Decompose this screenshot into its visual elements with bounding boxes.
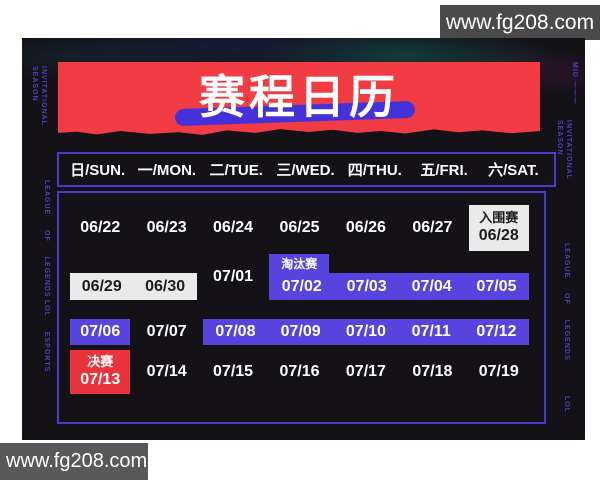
calendar-grid: 06/22 06/23 06/24 06/25 06/26 06/27 入围赛 … [57,191,546,424]
side-text-right-season: SEASON INVITATIONAL [556,120,572,180]
date-cell: 07/08 [215,323,256,340]
play-in-stage-label: 入围赛 [479,209,519,225]
watermark-bottom-left: www.fg208.com [0,443,148,480]
weekday-mon: 一/MON. [137,162,197,179]
side-text-right-lol: LOL [563,396,570,413]
finals-stage-label: 决赛 [87,353,114,369]
knockout-stage-label: 淘汰赛 [269,254,330,273]
white-highlight-bar: 06/29 06/30 [70,273,197,300]
date-cell: 07/04 [411,277,452,295]
date-cell: 07/13 [80,371,121,389]
knockout-date-cell: 07/06 [70,319,131,345]
date-cell: 06/25 [279,219,320,236]
date-cell: 07/07 [146,323,187,340]
side-text-right-mid: MID ——— [571,62,578,105]
side-text-left-lol: LOL ESPORTS [43,300,50,373]
side-text-left-season: SEASON INVITATIONAL [31,66,47,126]
title-banner: 赛程日历 [58,62,540,139]
date-cell: 07/01 [213,268,254,285]
date-cell: 07/11 [411,323,451,340]
calendar-week-4: 决赛 07/13 07/14 07/15 07/16 07/17 07/18 0… [67,350,532,394]
date-cell: 06/29 [81,277,122,295]
calendar-week-2: 06/29 06/30 07/01 淘汰赛 07/02 07/03 07/04 … [67,254,532,300]
date-cell: 07/03 [346,277,387,295]
date-cell: 07/12 [476,323,517,340]
watermark-top-right: www.fg208.com [440,5,600,40]
side-text-right-league: LEAGUE OF LEGENDS [563,243,570,361]
date-cell: 07/15 [213,363,254,380]
play-in-date-cell: 入围赛 06/28 [468,205,529,251]
knockout-highlight-bar: 07/08 07/09 07/10 07/11 07/12 [202,319,529,345]
date-cell: 07/16 [279,363,320,380]
date-cell: 07/18 [412,363,453,380]
knockout-highlight-bar: 淘汰赛 07/02 07/03 07/04 07/05 [269,254,529,300]
date-cell: 07/09 [280,323,321,340]
calendar-week-1: 06/22 06/23 06/24 06/25 06/26 06/27 入围赛 … [67,205,532,251]
weekday-thu: 四/THU. [347,162,402,179]
finals-date-cell: 决赛 07/13 [70,350,131,394]
page-title: 赛程日历 [199,71,399,123]
banner-torn-edge [58,129,540,139]
side-text-left-league: LEAGUE OF LEGENDS [43,180,50,298]
weekday-fri: 五/FRI. [420,162,468,179]
date-cell: 07/05 [476,277,517,295]
weekday-wed: 三/WED. [276,162,335,179]
date-cell: 06/24 [213,219,254,236]
date-cell: 06/22 [80,219,121,236]
date-cell: 07/02 [281,277,322,295]
weekday-sat: 六/SAT. [488,162,539,179]
date-cell: 07/14 [146,363,187,380]
date-cell: 07/10 [345,323,386,340]
poster-panel: SEASON INVITATIONAL LEAGUE OF LEGENDS LO… [22,38,585,440]
date-cell: 06/27 [412,219,453,236]
date-cell: 06/23 [146,219,187,236]
weekday-header: 日/SUN. 一/MON. 二/TUE. 三/WED. 四/THU. 五/FRI… [57,152,556,187]
date-cell: 06/26 [345,219,386,236]
weekday-sun: 日/SUN. [70,162,126,179]
date-cell: 07/19 [478,363,519,380]
weekday-tue: 二/TUE. [209,162,263,179]
calendar-week-3: 07/06 07/07 07/08 07/09 07/10 07/11 07/1… [67,319,532,345]
date-cell: 07/17 [345,363,386,380]
date-cell: 06/28 [478,227,519,245]
date-cell: 06/30 [145,277,186,295]
